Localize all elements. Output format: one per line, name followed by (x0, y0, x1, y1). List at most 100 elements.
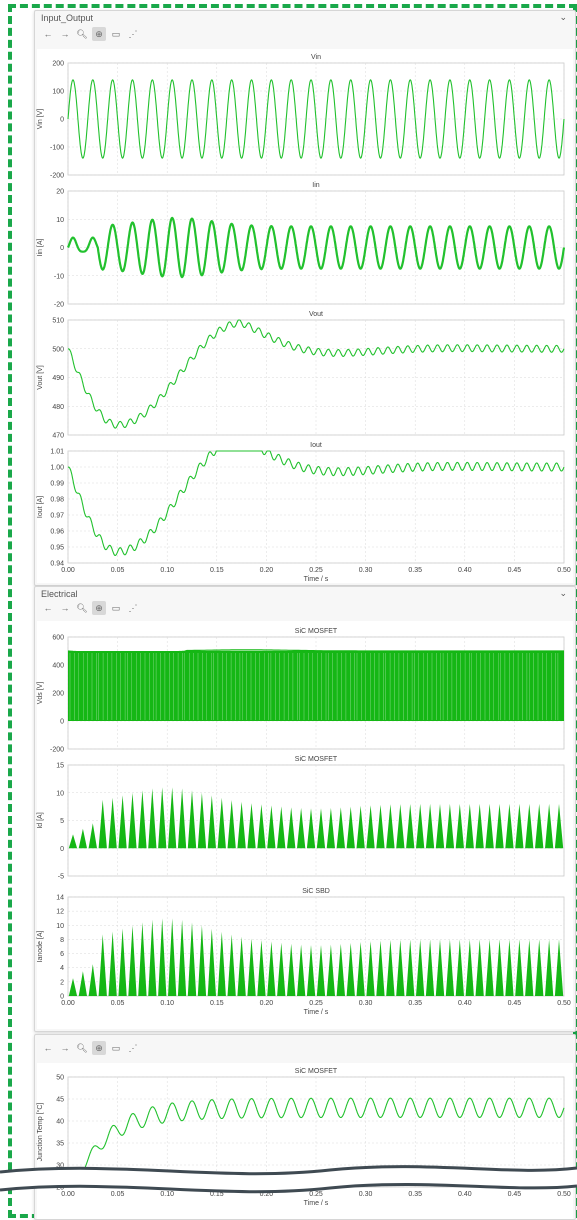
y-tick-label: 15 (56, 763, 64, 770)
plot-toolbar: ← → 🔍︎ ⊕ ▭ ⋰ (41, 601, 140, 615)
current-pulse (515, 939, 524, 996)
current-pulse (336, 943, 345, 996)
current-pulse (554, 939, 564, 996)
current-pulse (108, 931, 117, 996)
zoom-icon[interactable]: 🔍︎ (76, 1043, 88, 1053)
cursor-icon[interactable]: ⋰ (128, 1043, 138, 1053)
current-pulse (535, 939, 544, 996)
back-icon[interactable]: ← (43, 603, 53, 613)
back-icon[interactable]: ← (43, 29, 53, 39)
current-pulse (257, 940, 266, 996)
current-pulse (326, 944, 335, 996)
current-pulse (108, 797, 117, 849)
current-pulse (277, 942, 286, 996)
cursor-icon[interactable]: ⋰ (128, 29, 138, 39)
cursor-icon[interactable]: ⋰ (128, 603, 138, 613)
y-tick-label: 480 (52, 404, 64, 411)
y-axis-label: Ianode [A] (37, 930, 44, 962)
current-pulse (88, 964, 97, 996)
current-pulse (138, 790, 147, 849)
y-tick-label: 0.97 (50, 513, 64, 520)
y-tick-label: 600 (52, 635, 64, 642)
y-tick-label: -20 (54, 302, 64, 309)
chart-title: Iin (312, 182, 320, 189)
y-tick-label: -5 (58, 874, 64, 881)
vds-band (68, 651, 564, 721)
x-tick-label: 0.45 (508, 1191, 522, 1198)
current-pulse (118, 928, 127, 996)
x-tick-label: 0.10 (160, 1000, 174, 1007)
current-pulse (68, 978, 78, 996)
panel-title: Electrical (41, 589, 78, 599)
current-pulse (78, 971, 87, 996)
current-pulse (217, 797, 226, 849)
forward-icon[interactable]: → (60, 29, 70, 39)
page-break-marker (0, 1165, 577, 1194)
y-tick-label: 6 (60, 951, 64, 958)
y-tick-label: 10 (56, 217, 64, 224)
zoom-fit-icon[interactable]: ⊕ (92, 601, 106, 615)
pan-icon[interactable]: ▭ (111, 603, 121, 613)
y-tick-label: 510 (52, 318, 64, 325)
current-pulse (247, 803, 256, 849)
x-tick-label: 0.35 (408, 1000, 422, 1007)
zoom-fit-icon[interactable]: ⊕ (92, 1041, 106, 1055)
current-pulse (68, 834, 78, 849)
series-line (67, 216, 566, 279)
current-pulse (445, 939, 455, 996)
x-tick-label: 0.10 (160, 567, 174, 574)
collapse-chevron-icon[interactable]: ⌄ (559, 588, 567, 598)
chart-title: SiC SBD (302, 888, 330, 895)
x-axis-label: Time / s (304, 1009, 329, 1016)
current-pulse (177, 788, 187, 849)
current-pulse (237, 936, 246, 996)
current-pulse (376, 804, 385, 849)
forward-icon[interactable]: → (60, 603, 70, 613)
x-tick-label: 0.05 (111, 1191, 125, 1198)
current-pulse (257, 804, 266, 849)
x-tick-label: 0.45 (508, 1000, 522, 1007)
current-pulse (425, 939, 435, 996)
current-pulse (187, 790, 197, 849)
current-pulse (386, 804, 395, 849)
y-axis-label: Vout [V] (37, 365, 44, 390)
current-pulse (485, 939, 494, 996)
current-pulse (227, 934, 236, 996)
back-icon[interactable]: ← (43, 1043, 53, 1053)
y-tick-label: 0 (60, 719, 64, 726)
x-tick-label: 0.50 (557, 1191, 571, 1198)
y-axis-label: Junction Temp [°C] (36, 1103, 44, 1162)
current-pulse (485, 803, 494, 849)
y-tick-label: 45 (56, 1097, 64, 1104)
pan-icon[interactable]: ▭ (111, 1043, 121, 1053)
current-pulse (316, 808, 326, 849)
zoom-fit-icon[interactable]: ⊕ (92, 27, 106, 41)
x-tick-label: 0.45 (508, 567, 522, 574)
pan-icon[interactable]: ▭ (111, 29, 121, 39)
current-pulse (495, 939, 504, 996)
current-pulse (525, 939, 534, 996)
forward-icon[interactable]: → (60, 1043, 70, 1053)
current-pulse (207, 928, 216, 996)
current-pulse (346, 806, 355, 849)
current-pulse (98, 799, 107, 849)
current-pulse (316, 945, 326, 996)
y-axis-label: Vin [V] (37, 109, 44, 130)
chart-title: SiC MOSFET (295, 628, 338, 635)
current-pulse (455, 803, 464, 849)
collapse-chevron-icon[interactable]: ⌄ (559, 12, 567, 22)
current-pulse (336, 807, 345, 849)
y-tick-label: -100 (50, 145, 64, 152)
y-tick-label: 0.94 (50, 561, 64, 568)
current-pulse (267, 805, 276, 849)
zoom-icon[interactable]: 🔍︎ (76, 603, 88, 613)
x-tick-label: 0.35 (408, 1191, 422, 1198)
current-pulse (177, 919, 187, 996)
x-tick-label: 0.35 (408, 567, 422, 574)
current-pulse (227, 800, 236, 849)
zoom-icon[interactable]: 🔍︎ (76, 29, 88, 39)
vds-envelope (67, 649, 564, 655)
x-tick-label: 0.30 (359, 567, 373, 574)
current-pulse (168, 787, 177, 849)
current-pulse (197, 925, 207, 996)
